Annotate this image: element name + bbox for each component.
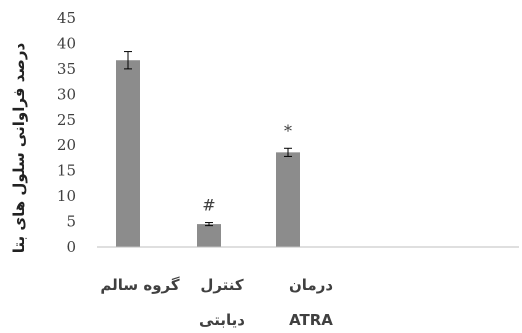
category-label: درمان bbox=[289, 276, 333, 294]
y-tick-label: 45 bbox=[57, 9, 76, 27]
y-tick-label: 0 bbox=[66, 238, 76, 256]
y-tick-label: 10 bbox=[57, 187, 76, 205]
y-tick-label: 30 bbox=[57, 85, 76, 103]
category-label: گروه سالم bbox=[100, 276, 180, 294]
category-label: کنترل bbox=[200, 276, 244, 294]
bars: #* bbox=[116, 51, 300, 247]
y-tick-label: 20 bbox=[57, 136, 76, 154]
category-label: دیابتی bbox=[199, 311, 245, 329]
y-tick-label: 25 bbox=[57, 111, 76, 129]
bar bbox=[197, 224, 221, 247]
y-axis-ticks: 0 5 10 15 20 25 30 35 40 45 bbox=[57, 9, 76, 256]
y-tick-label: 35 bbox=[57, 60, 76, 78]
y-tick-label: 15 bbox=[57, 162, 76, 180]
significance-marker: * bbox=[284, 121, 292, 140]
bar bbox=[116, 60, 140, 247]
category-labels: گروه سالم کنترل دیابتی درمان ATRA bbox=[100, 276, 333, 329]
category-label: ATRA bbox=[289, 311, 333, 329]
y-tick-label: 5 bbox=[66, 213, 76, 231]
y-axis-label: درصد فراوانی سلول های بتا bbox=[10, 42, 28, 253]
bar bbox=[276, 152, 300, 247]
y-tick-label: 40 bbox=[57, 34, 76, 52]
significance-marker: # bbox=[202, 196, 215, 215]
